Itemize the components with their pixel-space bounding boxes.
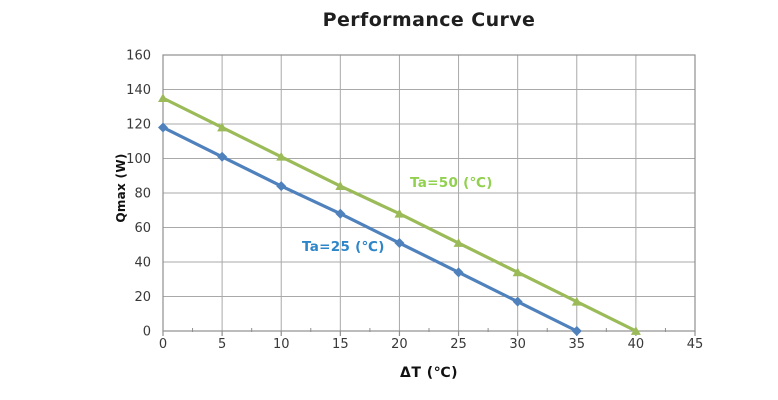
series-line-ta25 [161, 125, 579, 333]
x-tick-label: 45 [687, 337, 704, 352]
chart-title: Performance Curve [322, 9, 536, 31]
y-tick-label: 160 [126, 49, 151, 64]
y-tick-label: 20 [134, 290, 151, 305]
marker-diamond-ta25 [158, 122, 168, 133]
marker-diamond-ta25 [217, 151, 228, 162]
marker-triangle-ta50 [217, 122, 228, 132]
y-tick-label: 40 [134, 256, 151, 271]
x-tick-label: 5 [218, 337, 226, 352]
x-axis-title: ΔT (℃) [399, 365, 458, 381]
x-tick-label: 35 [569, 337, 586, 352]
x-tick-label: 0 [159, 337, 167, 352]
series-label-ta25: Ta=25 (℃) [302, 239, 385, 255]
marker-diamond-ta25 [394, 238, 405, 249]
x-tick-label: 30 [509, 337, 526, 352]
y-tick-label: 80 [134, 187, 151, 202]
marker-triangle-ta50 [158, 93, 168, 103]
y-tick-label: 0 [143, 325, 151, 340]
marker-triangle-ta50 [630, 326, 641, 335]
y-tick-label: 140 [126, 83, 151, 98]
y-axis-title: Qmax (W) [114, 153, 128, 223]
y-tick-label: 120 [126, 118, 151, 133]
marker-diamond-ta25 [335, 208, 346, 219]
marker-diamond-ta25 [512, 296, 523, 307]
marker-triangle-ta50 [512, 267, 523, 277]
x-tick-label: 15 [332, 337, 349, 352]
marker-diamond-ta25 [453, 267, 464, 278]
marker-triangle-ta50 [335, 181, 346, 190]
x-tick-label: 25 [450, 337, 467, 352]
series-label-ta50: Ta=50 (℃) [410, 175, 493, 191]
x-tick-label: 20 [391, 337, 408, 352]
y-tick-label: 100 [126, 152, 151, 167]
y-tick-label: 60 [134, 221, 151, 236]
marker-diamond-ta25 [571, 326, 582, 336]
marker-triangle-ta50 [394, 208, 405, 218]
marker-triangle-ta50 [276, 151, 287, 161]
x-tick-label: 10 [273, 337, 290, 352]
x-tick-label: 40 [628, 337, 645, 352]
marker-triangle-ta50 [571, 296, 582, 306]
marker-triangle-ta50 [453, 238, 464, 247]
marker-diamond-ta25 [276, 181, 287, 192]
